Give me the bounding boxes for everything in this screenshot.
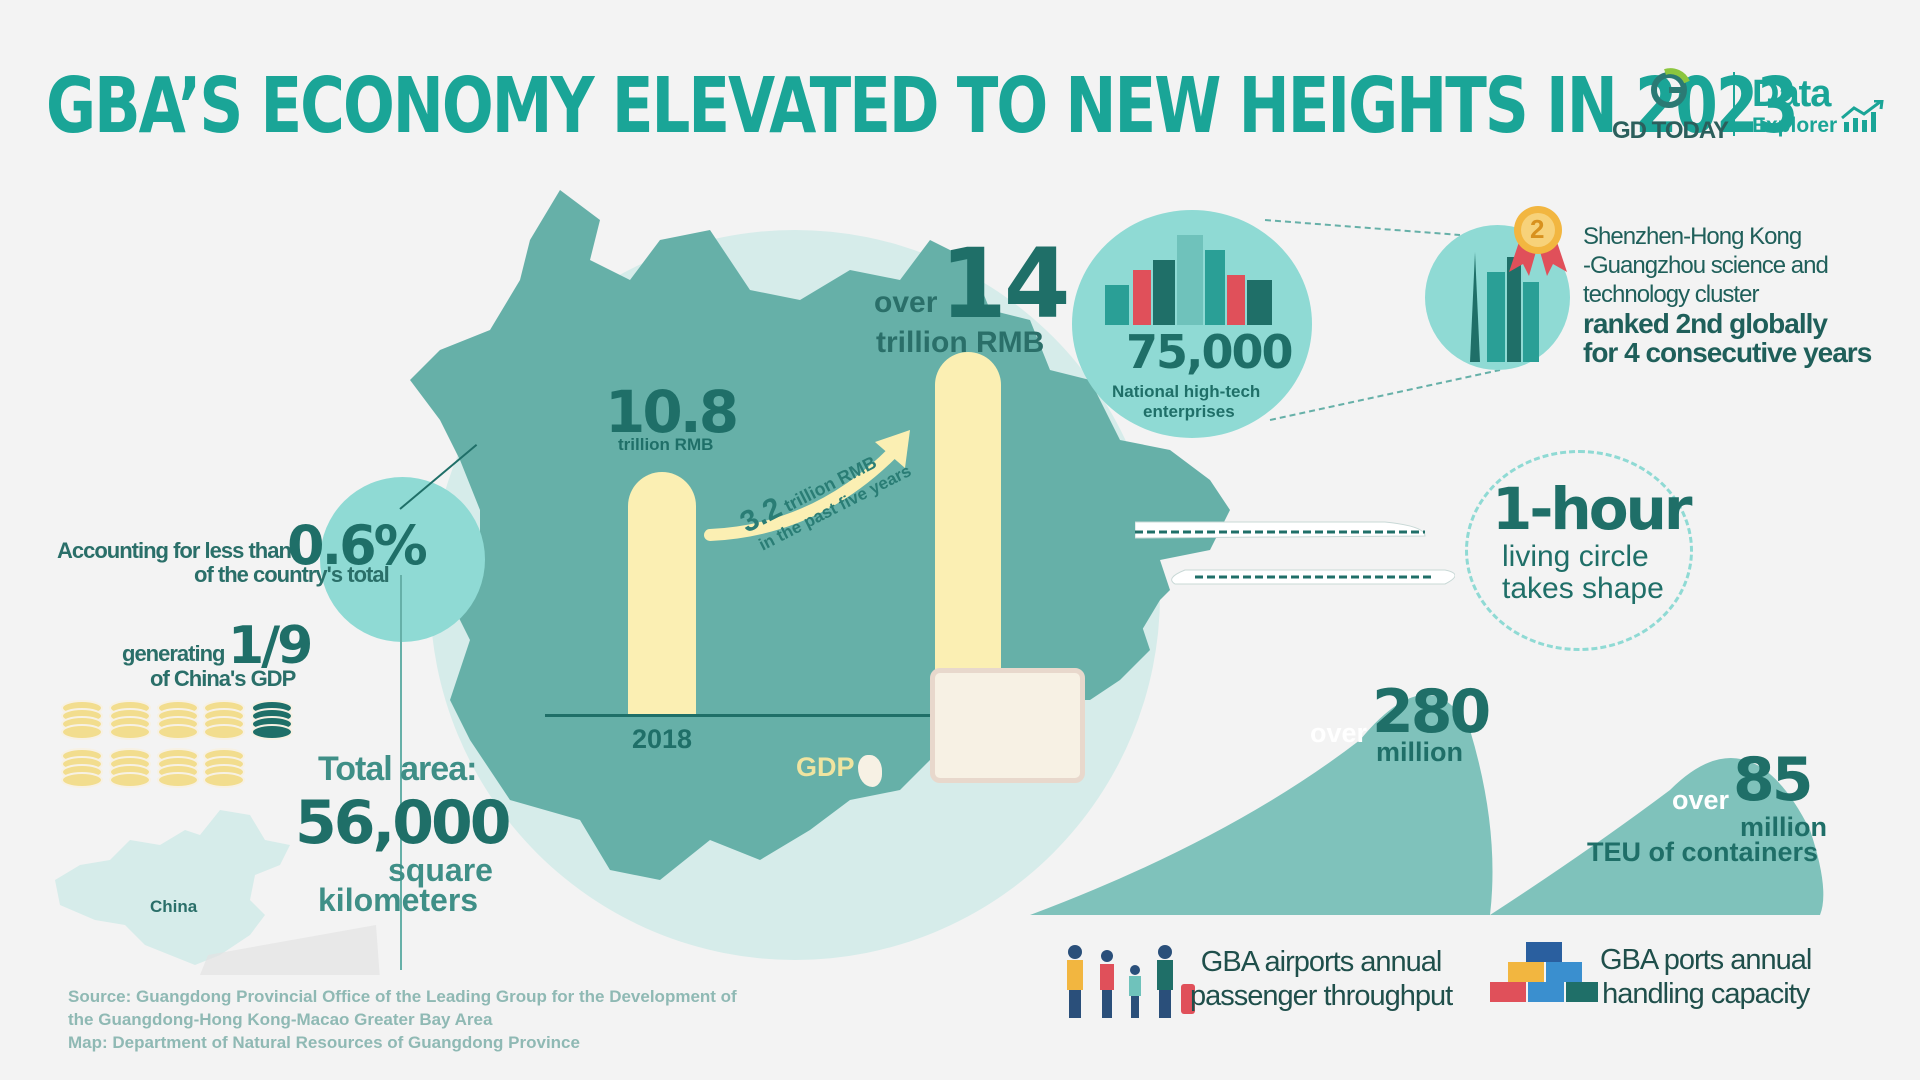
ports-unit-line2: TEU of containers xyxy=(1587,837,1819,867)
data-label: Data xyxy=(1752,73,1831,115)
coin-stacks xyxy=(60,696,300,796)
explorer-label: Explorer xyxy=(1752,114,1838,137)
containers-icon xyxy=(1490,942,1598,1002)
hightech-value: 75,000 xyxy=(1126,325,1294,379)
logo-divider xyxy=(1733,72,1735,136)
ports-value: 85 xyxy=(1733,745,1813,815)
living-line2: takes shape xyxy=(1502,572,1664,605)
year-2018-label: 2018 xyxy=(632,724,693,754)
hk-macao-inset xyxy=(930,668,1085,783)
gdp-2018-unit: trillion RMB xyxy=(618,435,714,454)
gdp-label: GDP xyxy=(796,752,855,782)
area-unit-line1: square xyxy=(388,852,493,888)
airports-label: GBA airports annual passenger throughput xyxy=(1190,945,1453,1013)
gdp-share-value: 1/9 xyxy=(228,616,313,676)
china-map xyxy=(55,810,380,975)
gdp-2023-value: 14 xyxy=(940,228,1071,340)
city-skyline-icon xyxy=(1105,235,1272,325)
living-line1: living circle xyxy=(1502,540,1649,573)
hightech-label-line2: enterprises xyxy=(1143,402,1235,421)
ports-label-line1: GBA ports annual xyxy=(1600,944,1812,976)
gd-today-logo-icon xyxy=(1651,68,1690,108)
ports-unit-line1: million xyxy=(1740,812,1827,842)
cluster-line5: for 4 consecutive years xyxy=(1583,337,1872,368)
macao-shape xyxy=(858,755,882,787)
medal-icon xyxy=(1509,206,1567,276)
airports-value: 280 xyxy=(1372,677,1491,747)
throughput-mountains xyxy=(1030,694,1824,915)
share-prefix: Accounting for less than xyxy=(57,538,292,563)
airports-label-line1: GBA airports annual xyxy=(1200,946,1443,978)
cluster-line4: ranked 2nd globally xyxy=(1583,308,1828,339)
medal-rank: 2 xyxy=(1530,214,1545,244)
source-note: Source: Guangdong Provincial Office of t… xyxy=(68,985,737,1054)
china-label: China xyxy=(150,897,198,916)
share-value: 0.6% xyxy=(287,514,428,577)
hightech-label-line1: National high-tech xyxy=(1112,382,1261,401)
gdp-bar-2018 xyxy=(628,472,696,716)
connector-lines xyxy=(1264,219,1501,421)
living-value: 1-hour xyxy=(1492,475,1692,543)
travelers-icon xyxy=(1067,945,1195,1018)
airports-prefix: over xyxy=(1310,718,1368,748)
airports-label-line2: passenger throughput xyxy=(1190,980,1453,1012)
cluster-line2: -Guangzhou science and xyxy=(1583,252,1829,279)
skyscrapers-icon xyxy=(1470,252,1539,362)
gdp-share-prefix: generating xyxy=(122,641,225,666)
living-circle xyxy=(1465,450,1693,651)
ports-prefix: over xyxy=(1672,785,1730,815)
source-line2: the Guangdong-Hong Kong-Macao Greater Ba… xyxy=(68,1010,493,1029)
gd-today-logo: GD TODAY xyxy=(1605,62,1735,144)
page-title: GBA’S ECONOMY ELEVATED TO NEW HEIGHTS IN… xyxy=(46,62,1799,151)
gdp-share-suffix: of China's GDP xyxy=(150,666,296,691)
gdp-2023-unit: trillion RMB xyxy=(876,326,1045,359)
growth-arrow-icon xyxy=(704,430,910,541)
zoom-line xyxy=(400,575,402,970)
total-area-value: 56,000 xyxy=(295,788,512,858)
cluster-line3: technology cluster xyxy=(1583,281,1759,308)
ports-label: GBA ports annual handling capacity xyxy=(1600,943,1812,1011)
gdp-2018-value: 10.8 xyxy=(605,378,739,446)
gdp-axis-line xyxy=(545,714,1070,717)
cluster-line1: Shenzhen-Hong Kong xyxy=(1583,223,1802,250)
share-suffix: of the country's total xyxy=(194,562,390,587)
total-area-label: Total area: xyxy=(318,750,477,788)
gdp-bar-2023 xyxy=(935,352,1001,716)
gd-today-label: GD TODAY xyxy=(1611,117,1729,144)
area-unit-line2: kilometers xyxy=(318,882,479,918)
gdp-2023-prefix: over xyxy=(874,286,938,319)
coin-stack-icon xyxy=(61,700,293,788)
data-explorer-logo: Data Explorer xyxy=(1752,74,1892,144)
trend-chart-icon xyxy=(1841,100,1884,132)
source-line1: Source: Guangdong Provincial Office of t… xyxy=(68,987,737,1006)
high-speed-train-icon xyxy=(1135,521,1455,585)
ports-label-line2: handling capacity xyxy=(1602,978,1810,1010)
cluster-text: Shenzhen-Hong Kong -Guangzhou science an… xyxy=(1583,222,1872,368)
airports-unit: million xyxy=(1376,737,1463,767)
source-line3: Map: Department of Natural Resources of … xyxy=(68,1033,580,1052)
